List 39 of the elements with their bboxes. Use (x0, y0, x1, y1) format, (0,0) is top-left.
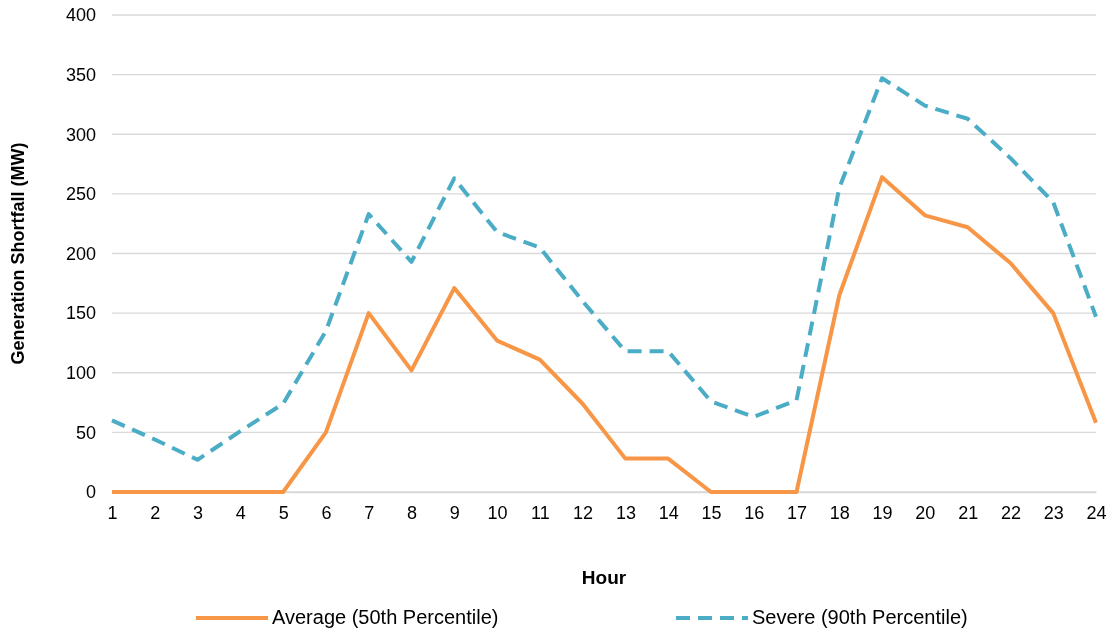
x-tick-label: 24 (1086, 502, 1107, 523)
x-axis-title: Hour (581, 567, 627, 588)
y-tick-label: 0 (86, 482, 97, 503)
x-tick-label: 20 (915, 502, 936, 523)
x-tick-label: 2 (150, 502, 161, 523)
y-axis-title: Generation Shortfall (MW) (8, 142, 28, 365)
x-tick-label: 15 (701, 502, 722, 523)
x-tick-label: 16 (744, 502, 765, 523)
y-tick-label: 150 (66, 303, 97, 324)
y-tick-label: 100 (66, 363, 97, 384)
y-tick-label: 350 (66, 64, 97, 85)
x-tick-label: 13 (615, 502, 636, 523)
x-tick-label: 21 (958, 502, 979, 523)
x-tick-label: 14 (658, 502, 679, 523)
x-tick-label: 9 (449, 502, 460, 523)
x-tick-label: 1 (107, 502, 118, 523)
x-tick-label: 6 (321, 502, 332, 523)
y-tick-label: 400 (66, 5, 97, 26)
x-tick-label: 7 (364, 502, 375, 523)
line-series (110, 175, 1098, 494)
x-tick-label: 12 (573, 502, 594, 523)
legend-label: Average (50th Percentile) (272, 606, 499, 628)
x-tick-label: 18 (829, 502, 850, 523)
x-tick-label: 19 (872, 502, 893, 523)
x-tick-label: 3 (193, 502, 204, 523)
x-tick-label: 23 (1043, 502, 1064, 523)
line-series (110, 76, 1098, 462)
legend-label: Severe (90th Percentile) (752, 606, 968, 628)
x-tick-label: 22 (1000, 502, 1021, 523)
x-tick-label: 17 (787, 502, 808, 523)
y-tick-label: 200 (66, 243, 97, 264)
y-tick-label: 300 (66, 124, 97, 145)
x-tick-label: 4 (235, 502, 246, 523)
x-tick-label: 5 (278, 502, 289, 523)
y-tick-label: 50 (76, 422, 97, 443)
x-tick-label: 8 (406, 502, 417, 523)
x-tick-label: 11 (530, 502, 550, 523)
x-tick-label: 10 (487, 502, 508, 523)
y-tick-label: 250 (66, 184, 97, 205)
